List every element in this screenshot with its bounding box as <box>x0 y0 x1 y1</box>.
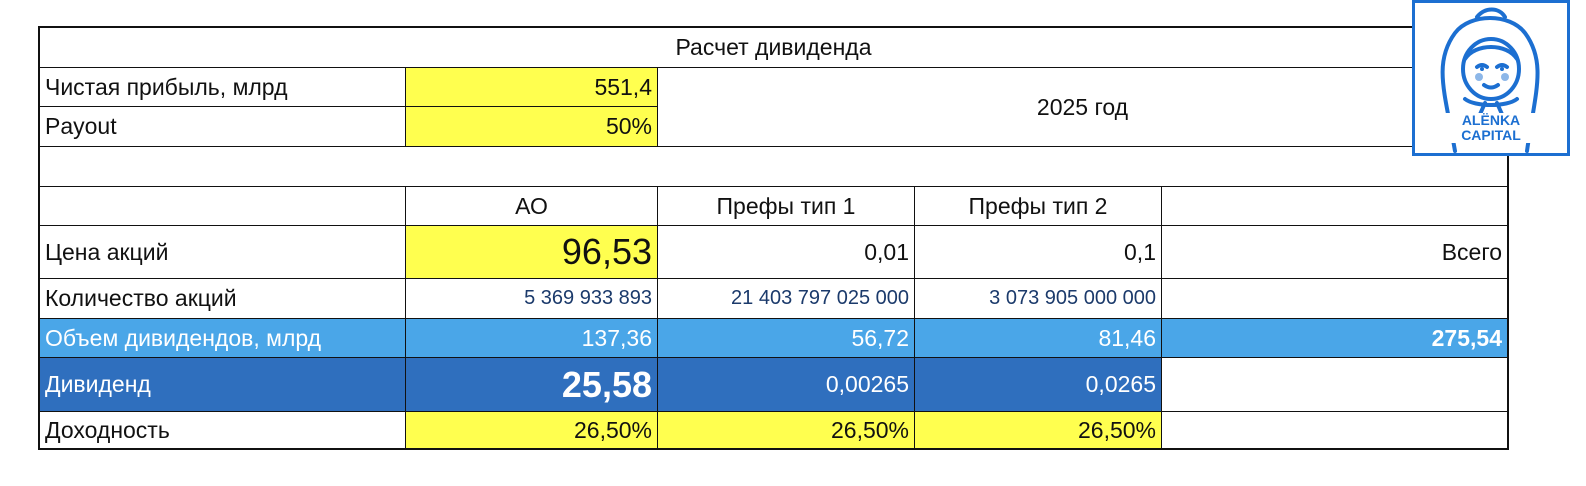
volume-pref1: 56,72 <box>658 319 915 358</box>
price-pref1: 0,01 <box>658 226 915 279</box>
total-label: Всего <box>1162 226 1507 279</box>
shares-pref2: 3 073 905 000 000 <box>915 279 1162 319</box>
volume-total: 275,54 <box>1162 319 1507 358</box>
net-profit-value[interactable]: 551,4 <box>406 68 658 107</box>
dividend-pref2: 0,0265 <box>915 358 1162 412</box>
shares-label: Количество акций <box>40 279 406 319</box>
logo-line-1: ALЁNKA <box>1461 112 1521 128</box>
shares-pref1: 21 403 797 025 000 <box>658 279 915 319</box>
price-label: Цена акций <box>40 226 406 279</box>
yield-total-empty <box>1162 412 1507 448</box>
shares-total-empty <box>1162 279 1507 319</box>
shares-ao: 5 369 933 893 <box>406 279 658 319</box>
dividend-table: Расчет дивиденда Чистая прибыль, млрд 55… <box>38 26 1509 450</box>
price-ao[interactable]: 96,53 <box>406 226 658 279</box>
yield-ao: 26,50% <box>406 412 658 448</box>
header-pref2: Префы тип 2 <box>915 187 1162 226</box>
volume-ao: 137,36 <box>406 319 658 358</box>
dividend-pref1: 0,00265 <box>658 358 915 412</box>
yield-label: Доходность <box>40 412 406 448</box>
payout-label: Payout <box>40 107 406 147</box>
header-ao: АО <box>406 187 658 226</box>
table-title: Расчет дивиденда <box>40 28 1507 68</box>
yield-pref1: 26,50% <box>658 412 915 448</box>
year-cell: 2025 год <box>658 68 1507 147</box>
payout-value[interactable]: 50% <box>406 107 658 147</box>
blank-row <box>40 147 1507 187</box>
dividend-total-empty <box>1162 358 1507 412</box>
header-pref1: Префы тип 1 <box>658 187 915 226</box>
header-empty <box>40 187 406 226</box>
volume-label: Объем дивидендов, млрд <box>40 319 406 358</box>
net-profit-label: Чистая прибыль, млрд <box>40 68 406 107</box>
logo-line-2: CAPITAL <box>1461 127 1521 143</box>
dividend-label: Дивиденд <box>40 358 406 412</box>
header-total-empty <box>1162 187 1507 226</box>
dividend-ao: 25,58 <box>406 358 658 412</box>
price-pref2: 0,1 <box>915 226 1162 279</box>
alenka-capital-logo: ALЁNKA CAPITAL <box>1412 0 1570 156</box>
yield-pref2: 26,50% <box>915 412 1162 448</box>
volume-pref2: 81,46 <box>915 319 1162 358</box>
logo-text: ALЁNKA CAPITAL <box>1437 113 1545 143</box>
